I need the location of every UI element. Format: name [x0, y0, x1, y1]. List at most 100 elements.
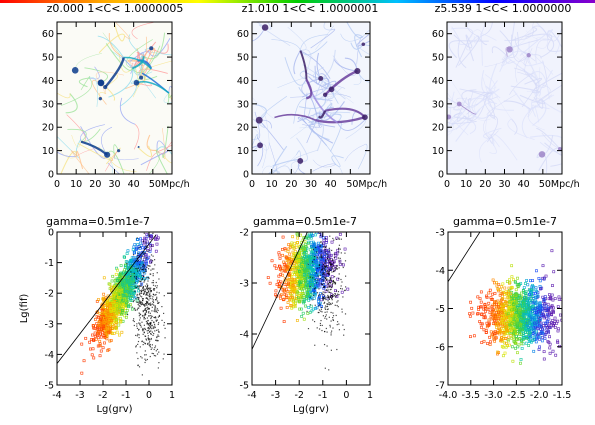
- data-point: [543, 276, 546, 280]
- data-point: [476, 295, 480, 299]
- data-point: [313, 294, 315, 296]
- data-point: [132, 256, 135, 260]
- density-field: [57, 22, 172, 174]
- data-point: [518, 307, 522, 311]
- data-point: [302, 268, 305, 272]
- data-point: [501, 325, 505, 328]
- data-point: [140, 257, 142, 260]
- data-point: [321, 265, 323, 267]
- data-point: [282, 260, 285, 264]
- data-point: [141, 340, 143, 342]
- data-point: [330, 263, 333, 265]
- data-point: [324, 277, 327, 279]
- web-filament: [300, 34, 329, 51]
- web-filament: [147, 38, 171, 57]
- web-filament: [293, 50, 301, 75]
- data-point: [504, 309, 508, 313]
- data-point: [339, 260, 341, 262]
- data-point: [308, 294, 311, 298]
- data-point: [152, 301, 155, 304]
- data-point: [508, 278, 511, 282]
- data-point: [145, 311, 148, 313]
- data-point: [503, 341, 507, 345]
- web-filament: [532, 22, 534, 28]
- web-filament: [487, 133, 500, 148]
- data-point: [313, 291, 315, 293]
- web-filament: [511, 118, 518, 135]
- data-point: [324, 262, 326, 264]
- data-point: [538, 335, 542, 339]
- x-tick-label: 10: [70, 179, 82, 190]
- data-point: [130, 275, 132, 277]
- data-point: [532, 328, 535, 332]
- web-filament: [540, 34, 555, 58]
- data-point: [268, 281, 272, 285]
- data-point: [514, 337, 518, 341]
- data-point: [105, 302, 109, 306]
- web-filament: [522, 51, 536, 62]
- data-point: [333, 256, 336, 259]
- data-point: [518, 337, 522, 340]
- web-filament: [257, 137, 264, 167]
- y-tick-label: 20: [237, 123, 249, 134]
- data-point: [150, 304, 152, 306]
- data-point: [281, 266, 285, 270]
- data-point: [158, 322, 160, 324]
- data-point: [498, 293, 502, 297]
- data-point: [335, 268, 337, 270]
- data-point: [506, 344, 509, 348]
- data-point: [151, 315, 153, 318]
- data-point: [122, 284, 126, 288]
- data-point: [136, 335, 138, 337]
- data-point: [540, 339, 544, 343]
- data-point: [146, 291, 148, 294]
- data-point: [551, 298, 555, 302]
- data-point: [516, 284, 520, 288]
- data-point: [298, 270, 302, 274]
- data-point: [309, 240, 313, 244]
- data-point: [151, 347, 153, 349]
- data-point: [336, 268, 338, 270]
- web-node: [139, 75, 144, 80]
- data-point: [312, 296, 316, 300]
- data-point: [315, 260, 319, 263]
- data-point: [145, 300, 148, 303]
- x-tick-label: -2: [98, 390, 107, 401]
- y-tick-label: -7: [436, 381, 445, 392]
- data-point: [125, 252, 129, 255]
- data-point: [146, 277, 148, 279]
- data-point: [312, 272, 315, 276]
- data-point: [156, 308, 159, 310]
- data-point: [144, 354, 146, 356]
- data-point: [297, 254, 301, 258]
- data-point: [544, 274, 548, 278]
- data-point: [496, 288, 500, 292]
- data-point: [143, 232, 145, 234]
- data-point: [147, 335, 149, 337]
- data-point: [136, 237, 138, 239]
- data-point: [132, 245, 136, 249]
- web-filament: [530, 89, 539, 95]
- data-point: [508, 281, 512, 284]
- data-point: [140, 267, 142, 269]
- data-point: [524, 328, 527, 332]
- data-point: [144, 314, 146, 316]
- data-point: [328, 285, 330, 287]
- web-node: [526, 53, 531, 58]
- data-point: [327, 271, 329, 273]
- data-point: [137, 285, 139, 287]
- data-point: [143, 256, 145, 258]
- data-point: [516, 296, 520, 300]
- data-point: [314, 304, 316, 306]
- web-filament-dense: [305, 78, 313, 100]
- data-point: [332, 280, 334, 282]
- data-point: [487, 318, 491, 322]
- data-point: [147, 324, 149, 326]
- web-filament: [550, 148, 562, 167]
- data-point: [340, 278, 342, 281]
- data-point: [496, 329, 500, 333]
- data-point: [145, 309, 148, 312]
- web-filament: [325, 93, 351, 98]
- web-filament: [511, 34, 529, 62]
- data-point: [336, 348, 338, 351]
